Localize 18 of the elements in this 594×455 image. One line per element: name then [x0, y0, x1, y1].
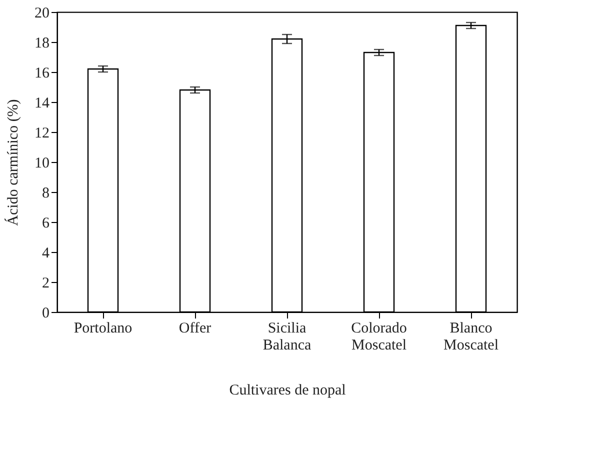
y-tick-label: 12 [34, 126, 50, 142]
y-tick-label: 16 [34, 66, 50, 82]
x-tick-label: Sicilia Balanca [262, 320, 312, 354]
y-tick-label: 4 [42, 246, 50, 262]
y-tick-label: 2 [42, 276, 50, 292]
y-tick-label: 8 [42, 186, 50, 202]
y-tick-label: 14 [34, 96, 50, 112]
y-tick-label: 20 [34, 6, 50, 22]
y-tick-label: 10 [34, 156, 50, 172]
y-axis-title: Ácido carmínico (%) [4, 99, 22, 226]
x-tick-label: Blanco Moscatel [444, 320, 498, 354]
x-tick-label: Offer [178, 320, 212, 336]
y-tick-label: 18 [34, 36, 50, 52]
x-tick-label: Colorado Moscatel [351, 320, 407, 354]
x-axis-title: Cultivares de nopal [229, 382, 346, 398]
y-tick-label: 0 [42, 306, 50, 322]
x-tick-label: Portolano [74, 320, 132, 336]
y-tick-label: 6 [42, 216, 50, 232]
